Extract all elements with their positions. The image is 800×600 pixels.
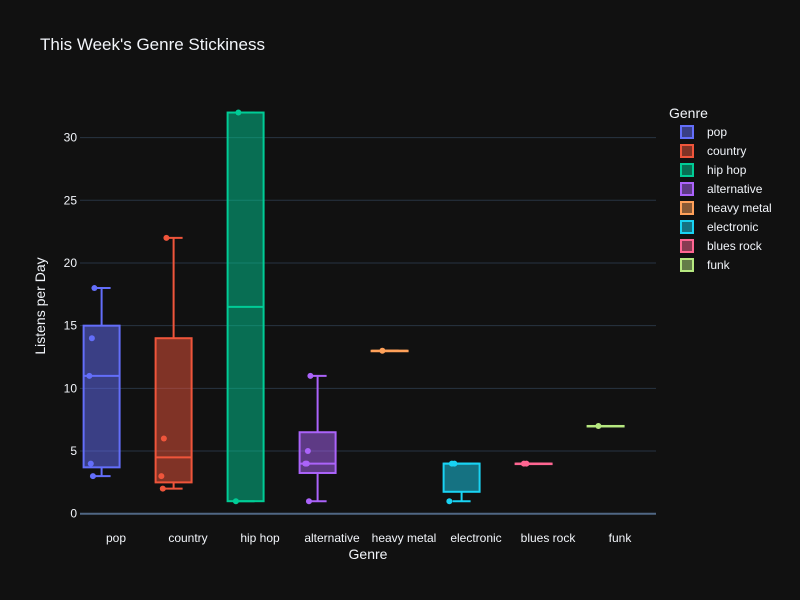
y-tick-label: 0: [70, 507, 77, 521]
legend-label: alternative: [707, 182, 763, 196]
legend-item-country: country: [680, 144, 746, 158]
y-tick-label: 30: [64, 131, 78, 145]
box-body: [82, 324, 121, 469]
legend-swatch: [680, 220, 694, 234]
y-axis: 0 5 10 15 20 25 30: [64, 131, 78, 521]
data-point: [159, 485, 166, 492]
y-tick-label: 20: [64, 256, 78, 270]
box-body: [154, 337, 193, 484]
data-point: [446, 498, 453, 505]
y-tick-label: 5: [70, 444, 77, 458]
legend-item-heavy-metal: heavy metal: [680, 201, 772, 215]
data-point: [163, 234, 170, 241]
data-point: [307, 372, 314, 379]
box-funk: [586, 422, 625, 429]
legend-label: electronic: [707, 220, 758, 234]
data-point: [158, 473, 165, 480]
y-tick-label: 25: [64, 193, 78, 207]
box-pop: [82, 285, 121, 480]
data-point: [448, 460, 455, 467]
data-point: [86, 372, 93, 379]
box-body: [298, 431, 337, 474]
x-tick-label: blues rock: [521, 531, 577, 545]
box-heavy-metal: [370, 347, 409, 354]
legend-label: blues rock: [707, 239, 763, 253]
box-blues-rock: [514, 460, 553, 467]
x-tick-label: alternative: [304, 531, 360, 545]
data-point: [595, 422, 602, 429]
data-point: [379, 347, 386, 354]
legend-swatch: [680, 163, 694, 177]
legend-swatch: [680, 258, 694, 272]
legend-item-alternative: alternative: [680, 182, 763, 196]
x-tick-label: pop: [106, 531, 126, 545]
data-point: [91, 285, 98, 292]
legend-swatch: [680, 239, 694, 253]
x-axis-title: Genre: [349, 546, 388, 562]
legend-label: heavy metal: [707, 201, 772, 215]
x-tick-label: country: [168, 531, 207, 545]
x-tick-label: heavy metal: [372, 531, 437, 545]
data-point: [89, 473, 96, 480]
legend-label: hip hop: [707, 163, 747, 177]
boxes-layer: [82, 109, 625, 505]
legend-swatch: [680, 201, 694, 215]
data-point: [87, 460, 94, 467]
legend-swatch: [680, 144, 694, 158]
legend-item-blues-rock: blues rock: [680, 239, 763, 253]
y-tick-label: 15: [64, 319, 78, 333]
y-tick-label: 10: [64, 381, 78, 395]
box-electronic: [442, 460, 481, 505]
legend-item-funk: funk: [680, 258, 731, 272]
legend-item-hip-hop: hip hop: [680, 163, 747, 177]
x-tick-label: funk: [609, 531, 633, 545]
data-point: [304, 448, 311, 455]
legend-title: Genre: [669, 105, 708, 121]
x-tick-label: hip hop: [240, 531, 280, 545]
data-point: [160, 435, 167, 442]
x-tick-label: electronic: [450, 531, 501, 545]
data-point: [88, 335, 95, 342]
legend-label: funk: [707, 258, 731, 272]
box-hip-hop: [226, 109, 265, 505]
chart-title: This Week's Genre Stickiness: [40, 35, 265, 54]
data-point: [303, 460, 310, 467]
legend-label: pop: [707, 125, 727, 139]
data-point: [232, 498, 239, 505]
legend-item-pop: pop: [680, 125, 727, 139]
legend-label: country: [707, 144, 746, 158]
data-point: [305, 498, 312, 505]
box-body: [442, 462, 481, 493]
box-alternative: [298, 372, 337, 505]
y-axis-title: Listens per Day: [32, 257, 48, 354]
legend-swatch: [680, 125, 694, 139]
data-point: [235, 109, 242, 116]
legend: Genre pop country hip hop alternative heavy …: [669, 105, 772, 272]
x-axis: pop country hip hop alternative heavy metal e…: [106, 531, 632, 545]
legend-swatch: [680, 182, 694, 196]
data-point: [520, 460, 527, 467]
legend-item-electronic: electronic: [680, 220, 758, 234]
box-country: [154, 234, 193, 492]
